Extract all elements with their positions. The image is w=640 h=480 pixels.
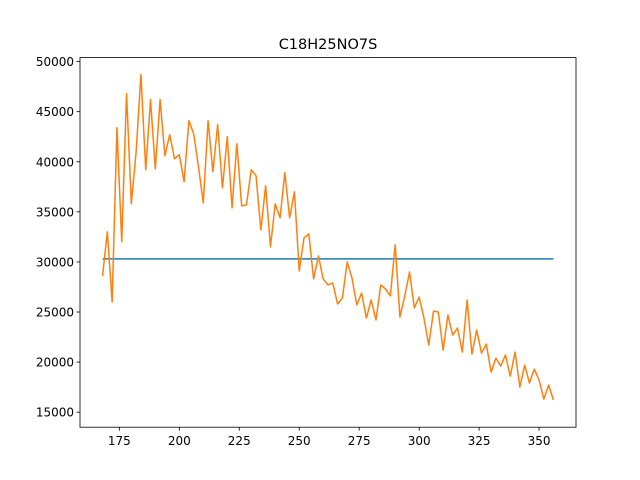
x-tick-label: 350	[528, 434, 551, 448]
x-tick-label: 200	[168, 434, 191, 448]
y-tick-label: 25000	[36, 306, 74, 320]
x-tick-label: 175	[108, 434, 131, 448]
y-tick-label: 40000	[36, 155, 74, 169]
chart-title: C18H25NO7S	[279, 37, 378, 53]
y-tick-label: 30000	[36, 255, 74, 269]
line-series	[101, 73, 555, 401]
x-tick-label: 325	[468, 434, 491, 448]
y-tick-label: 15000	[36, 406, 74, 420]
x-tick-label: 275	[348, 434, 371, 448]
plot-frame	[79, 57, 577, 428]
y-tick-label: 35000	[36, 205, 74, 219]
x-tick-label: 225	[228, 434, 251, 448]
x-tick-label: 300	[408, 434, 431, 448]
y-tick-label: 50000	[36, 55, 74, 69]
y-tick-label: 20000	[36, 356, 74, 370]
y-tick-label: 45000	[36, 105, 74, 119]
x-tick-label: 250	[288, 434, 311, 448]
